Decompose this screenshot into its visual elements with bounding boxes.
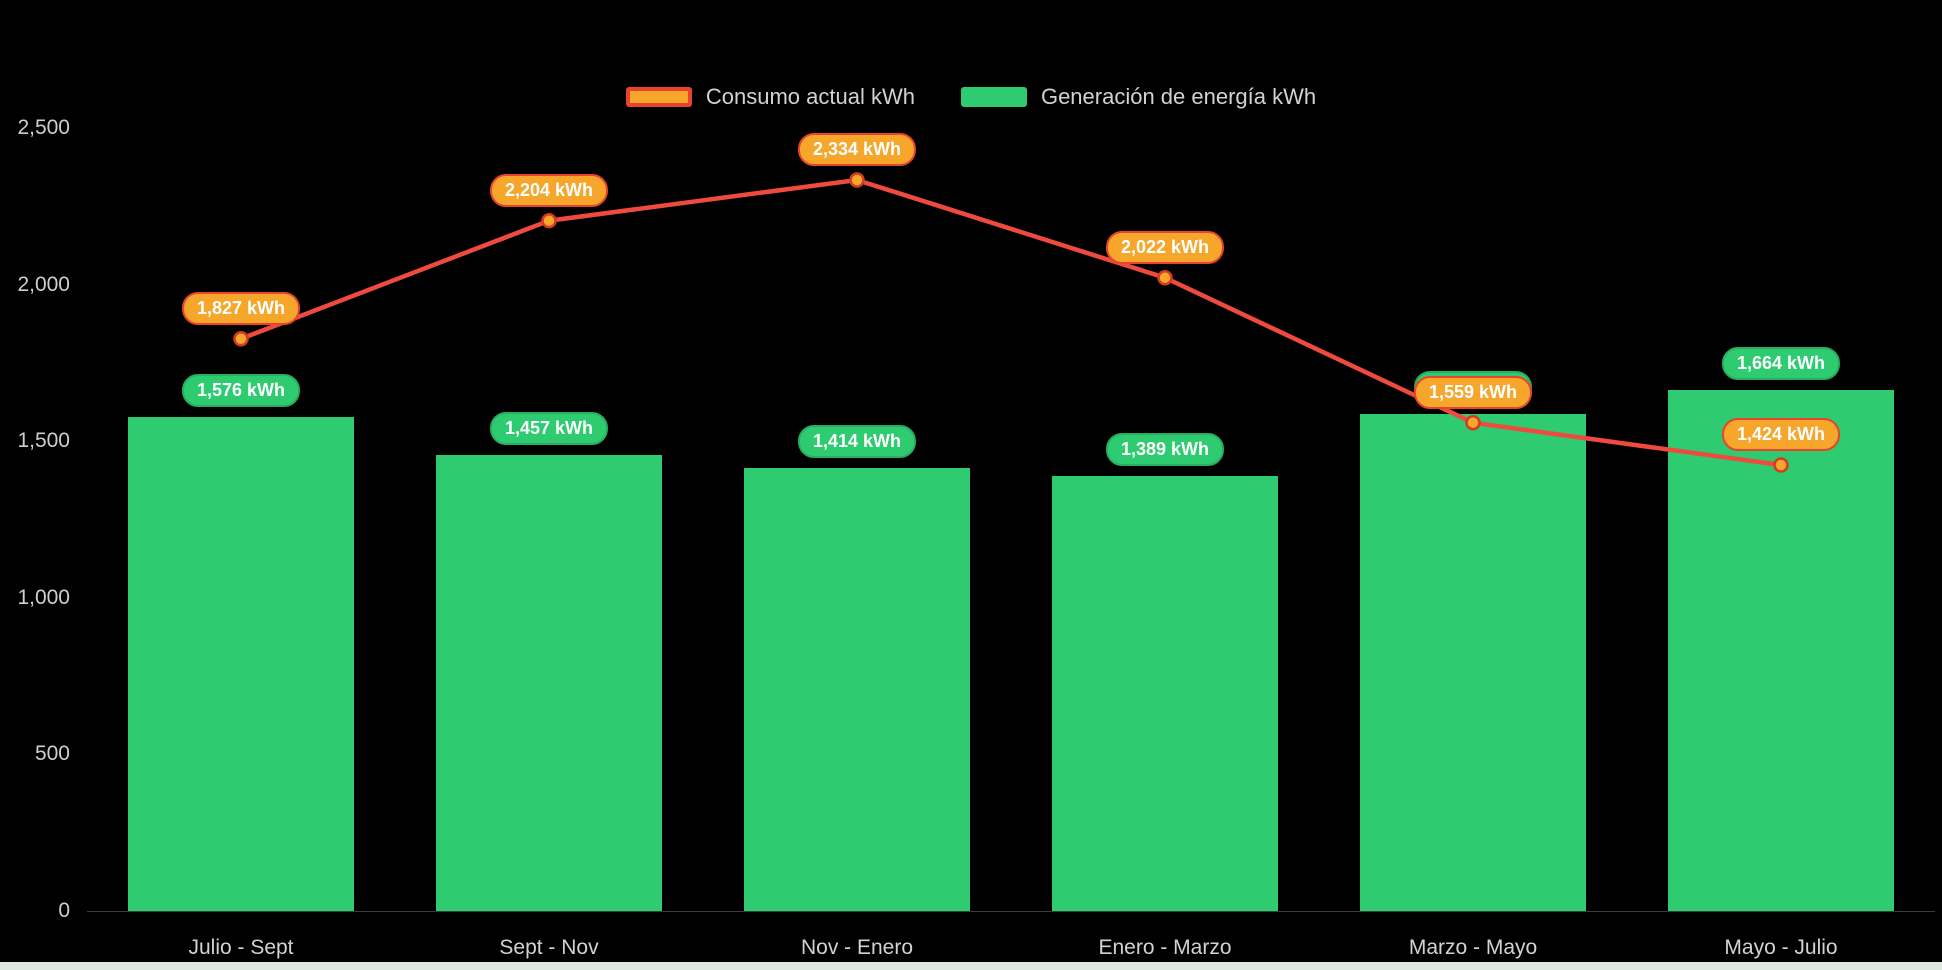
consumption-point[interactable] [1465,414,1481,431]
generation-bar[interactable] [1668,389,1894,911]
generation-bar[interactable] [128,417,354,911]
y-tick-label: 1,500 [17,429,70,453]
legend-label-consumption: Consumo actual kWh [705,84,915,109]
generation-bar[interactable] [1052,475,1278,911]
x-axis-line [87,911,1935,912]
generation-bar[interactable] [436,454,662,911]
legend-label-generation: Generación de energía kWh [1040,84,1317,109]
x-axis-label: Sept - Nov [499,936,599,959]
generation-value-badge: 1,576 kWh [181,374,301,408]
generation-swatch-icon [960,87,1027,107]
legend-item-generation[interactable]: Generación de energía kWh [960,84,1317,110]
consumption-value-badge: 2,204 kWh [489,173,609,207]
generation-bar[interactable] [1360,413,1586,911]
bottom-strip [0,962,1942,970]
x-axis-label: Enero - Marzo [1098,936,1232,959]
consumption-value-badge: 2,022 kWh [1105,230,1225,264]
x-axis-label: Mayo - Julio [1724,936,1838,959]
y-tick-label: 2,000 [17,272,70,296]
y-tick-label: 500 [34,742,70,766]
x-axis-label: Nov - Enero [800,936,914,959]
generation-value-badge: 1,389 kWh [1105,432,1225,466]
y-tick-label: 0 [58,899,70,922]
generation-bar[interactable] [744,468,970,911]
y-tick-label: 2,500 [17,116,70,139]
consumption-swatch-icon [625,87,692,107]
y-tick-label: 1,000 [17,585,70,609]
generation-value-badge: 1,457 kWh [489,411,609,445]
consumption-point[interactable] [1157,269,1173,286]
consumption-point[interactable] [541,212,557,229]
x-axis-label: Julio - Sept [188,936,294,959]
legend-item-consumption[interactable]: Consumo actual kWh [625,84,915,110]
legend: Consumo actual kWh Generación de energía… [0,84,1942,110]
generation-value-badge: 1,664 kWh [1721,346,1841,380]
consumption-point[interactable] [849,172,865,188]
consumption-point[interactable] [233,331,249,347]
consumption-point[interactable] [1773,457,1789,473]
consumption-value-badge: 1,827 kWh [181,291,301,325]
generation-value-badge: 1,414 kWh [797,425,917,459]
consumption-value-badge: 1,559 kWh [1413,375,1533,409]
x-axis-label: Marzo - Mayo [1408,936,1538,959]
consumption-value-badge: 2,334 kWh [797,132,917,166]
consumption-value-badge: 1,424 kWh [1721,418,1841,451]
